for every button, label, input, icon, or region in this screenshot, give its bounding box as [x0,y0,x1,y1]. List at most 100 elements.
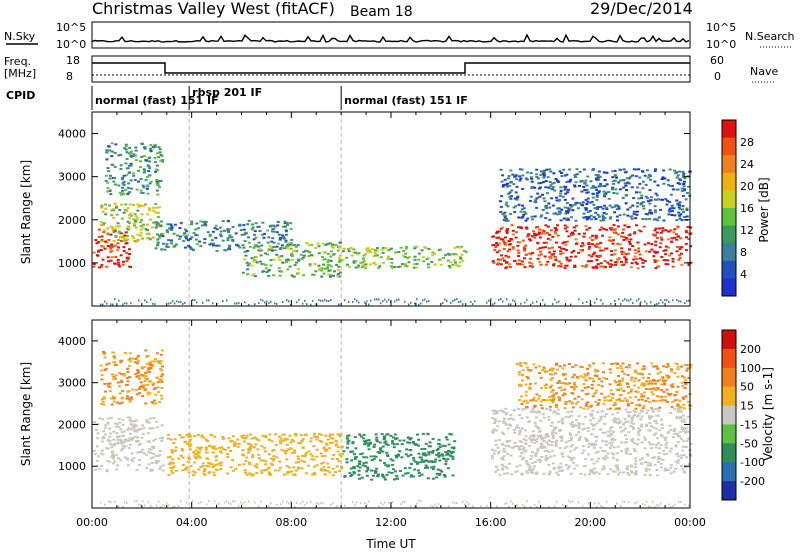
data-cell [215,249,219,252]
data-cell [129,187,133,190]
data-cell [502,240,506,243]
data-cell [594,370,598,373]
data-cell [460,253,464,256]
data-cell [359,453,363,456]
ground-scatter-cell [332,502,334,505]
data-cell [284,245,288,248]
ground-scatter-cell [544,303,546,306]
data-cell [670,237,674,240]
data-cell [214,448,218,451]
data-cell [674,445,678,448]
ground-scatter-cell [634,502,636,504]
data-cell [513,442,517,445]
data-cell [144,178,148,181]
data-cell [492,243,496,246]
data-cell [132,224,136,227]
ground-scatter-cell [566,505,568,507]
data-cell [214,459,218,462]
data-cell [401,263,404,266]
ground-scatter-cell [404,300,406,303]
data-cell [548,472,552,475]
data-cell [329,274,333,277]
data-cell [359,261,363,264]
data-cell [587,405,591,408]
xaxis-label: Time UT [365,537,416,551]
data-cell [600,380,604,383]
data-cell [117,263,121,266]
data-cell [601,431,605,434]
data-cell [634,390,638,393]
data-cell [505,467,509,470]
data-cell [440,470,444,473]
data-cell [593,251,597,254]
data-cell [626,420,630,423]
data-cell [117,457,120,460]
data-cell [367,444,370,447]
data-cell [624,257,628,260]
data-cell [167,239,171,242]
data-cell [584,374,588,377]
data-cell [352,248,356,251]
data-cell [127,248,131,251]
data-cell [628,233,632,236]
data-cell [599,446,603,449]
data-cell [379,256,383,259]
data-cell [153,161,157,164]
data-cell [663,383,667,386]
data-cell [562,168,566,171]
data-cell [659,236,663,239]
data-cell [100,374,104,377]
data-cell [450,452,454,455]
data-cell [119,459,123,462]
data-cell [550,367,554,370]
data-cell [637,250,641,253]
data-cell [600,185,604,188]
data-cell [278,466,282,469]
data-cell [574,402,578,405]
data-cell [151,402,155,405]
data-cell [297,467,300,470]
data-cell [536,426,540,429]
data-cell [271,237,275,240]
data-cell [400,456,404,459]
data-cell [269,462,273,465]
data-cell [669,472,673,475]
data-cell [647,173,651,176]
data-cell [563,224,567,227]
data-cell [216,463,220,466]
data-cell [337,446,341,449]
nsky-trace [91,33,690,43]
ground-scatter-cell [446,299,448,302]
ground-scatter-cell [150,298,152,301]
data-cell [125,457,129,460]
data-cell [374,433,378,436]
data-cell [601,449,605,452]
ground-scatter-cell [236,302,238,305]
data-cell [595,255,599,257]
data-cell [689,245,693,248]
data-cell [625,177,629,180]
ground-scatter-cell [368,500,370,503]
ground-scatter-cell [378,505,380,508]
ground-scatter-cell [322,502,324,505]
data-cell [120,381,124,383]
data-cell [552,172,556,175]
data-cell [127,164,131,167]
data-cell [505,228,509,231]
data-cell [119,232,123,235]
ground-scatter-cell [578,298,580,301]
data-cell [279,437,283,440]
ground-scatter-cell [276,302,278,305]
data-cell [134,373,138,376]
data-cell [338,435,342,438]
data-cell [97,241,101,244]
ground-scatter-cell [212,302,214,305]
data-cell [612,182,616,185]
data-cell [619,387,623,390]
data-cell [504,183,508,186]
data-cell [220,461,224,464]
data-cell [345,437,349,440]
ground-scatter-cell [648,505,650,508]
data-cell [158,379,162,382]
data-cell [662,380,666,382]
